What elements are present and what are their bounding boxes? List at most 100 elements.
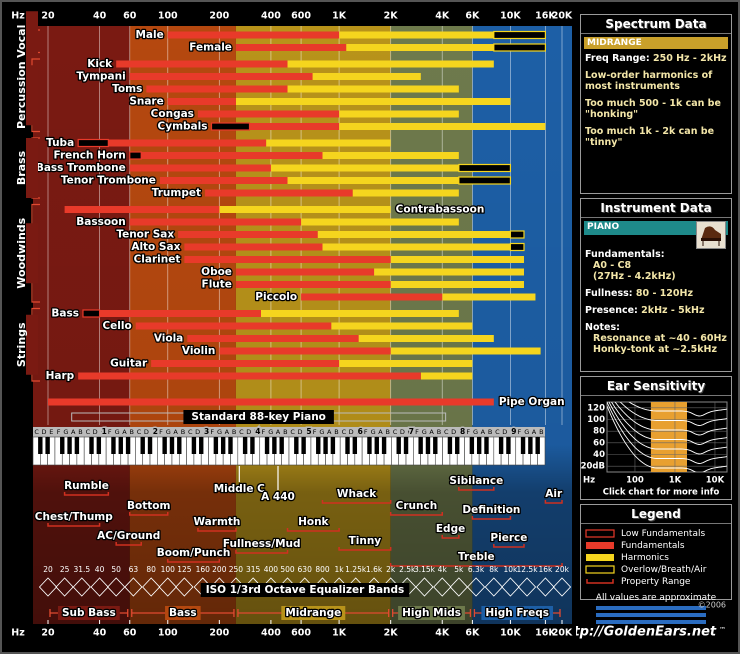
iso-band-label: 63 <box>129 565 139 574</box>
black-key <box>67 437 72 454</box>
fundamentals-bar <box>141 152 323 159</box>
piano-label: Standard 88-key Piano <box>191 411 325 423</box>
legend-label: Low Fundamentals <box>621 528 706 539</box>
note-letter: A <box>429 428 434 436</box>
instrument-label: Tenor Trombone <box>61 175 156 187</box>
fundamentals-bar <box>78 372 421 380</box>
property-range <box>544 500 563 504</box>
harmonics-bar <box>442 293 536 301</box>
black-key <box>45 437 50 454</box>
black-key <box>330 437 336 454</box>
instrument-label: Cymbals <box>158 121 208 133</box>
iso-band-shape <box>72 577 91 597</box>
iso-band-label: 25 <box>60 565 70 574</box>
instrument-label: Harp <box>46 370 75 382</box>
fundamentals-bar <box>235 123 340 130</box>
black-key <box>89 437 94 454</box>
ear-sensitivity-panel[interactable]: Ear Sensitivity 120 100 80 60 40 20dB 100 1K 10K H… <box>580 376 732 500</box>
air-bar <box>509 230 525 239</box>
note-letter: B <box>283 428 287 436</box>
row-text: Low-order harmonics of most instruments <box>585 70 713 92</box>
black-key <box>162 437 167 454</box>
note-letter: C <box>393 428 398 436</box>
note-letter: G <box>115 428 120 436</box>
fundamentals-bar <box>108 139 267 147</box>
instrument-label: Cello <box>102 320 131 332</box>
iso-band-label: 20k <box>555 565 570 574</box>
black-key <box>301 437 306 454</box>
iso-band-label: 125 <box>177 565 192 574</box>
x-tick-label: 2K <box>384 11 399 22</box>
note-letter: D <box>246 428 251 436</box>
iso-band-label: 80 <box>146 565 156 574</box>
black-key <box>469 437 475 454</box>
black-key <box>425 437 431 454</box>
instrument-label: Bassoon <box>76 216 126 228</box>
property-range <box>235 550 289 554</box>
legend-swatch <box>585 565 615 574</box>
harmonics-bar <box>260 310 459 317</box>
note-letter: B <box>130 428 134 436</box>
note-letter: B <box>437 428 441 436</box>
black-key <box>111 437 116 454</box>
instrument-label: Female <box>189 42 232 54</box>
y-tick-label: 120 <box>587 403 605 413</box>
label-bg <box>200 583 410 597</box>
property-label: Whack <box>337 488 377 500</box>
fundamentals-bar <box>167 98 236 105</box>
black-key <box>264 437 270 454</box>
logo <box>596 606 706 624</box>
note-letter: D <box>451 428 456 436</box>
air-bar <box>458 163 512 173</box>
harmonics-bar <box>390 347 541 355</box>
black-key <box>294 437 299 454</box>
black-key <box>74 437 80 454</box>
harmonics-bar <box>420 372 473 380</box>
band-label: High Freqs <box>485 607 549 619</box>
fundamentals-bar <box>116 60 288 68</box>
band-label: Bass <box>169 607 197 619</box>
instrument-icon <box>696 221 726 249</box>
fundamentals-bar <box>235 268 375 276</box>
fundamentals-bar <box>205 189 353 197</box>
x-unit: Hz <box>583 476 595 486</box>
property-range <box>471 516 512 520</box>
iso-band-shape <box>124 577 143 597</box>
swatch <box>585 529 615 538</box>
loudness-curve <box>619 402 727 426</box>
black-key <box>323 437 328 454</box>
instrument-label: Trumpet <box>152 187 201 199</box>
note-letter: F <box>210 428 214 436</box>
black-key <box>396 437 401 454</box>
x-tick-label: 400 <box>261 628 281 639</box>
group-label: Percussion <box>15 61 28 129</box>
y-tick-label: 100 <box>587 415 605 425</box>
legend-swatch <box>586 554 614 561</box>
note-letter: F <box>415 428 419 436</box>
note-letter: D <box>195 428 200 436</box>
x-tick-label: 10K <box>500 11 521 22</box>
black-key <box>250 437 255 454</box>
url[interactable]: http://GoldenEars.net <box>576 624 718 641</box>
instrument-label: Snare <box>129 96 163 108</box>
black-key <box>476 437 482 454</box>
legend-item: Harmonics <box>585 552 727 563</box>
fundamentals-bar <box>48 398 494 406</box>
note-letter: D <box>144 428 149 436</box>
note-letter: E <box>305 428 309 436</box>
x-tick-label: 60 <box>123 628 137 639</box>
legend-item: Property Range <box>585 576 727 587</box>
property-range <box>338 547 392 551</box>
note-letter: D <box>349 428 354 436</box>
note-letter: C <box>495 428 500 436</box>
spectrum-row: Too much 500 - 1k can be "honking" <box>585 98 727 120</box>
iso-band-label: 6.3k <box>468 565 485 574</box>
fundamentals-bar <box>235 44 347 51</box>
instrument-row: Presence: 2kHz - 5kHz <box>585 305 727 316</box>
iso-title: ISO 1/3rd Octave Equalizer Bands <box>206 584 405 596</box>
harmonics-bar <box>322 243 511 251</box>
fundamentals-bar <box>129 73 313 80</box>
black-key <box>220 437 226 454</box>
black-key <box>228 437 233 454</box>
